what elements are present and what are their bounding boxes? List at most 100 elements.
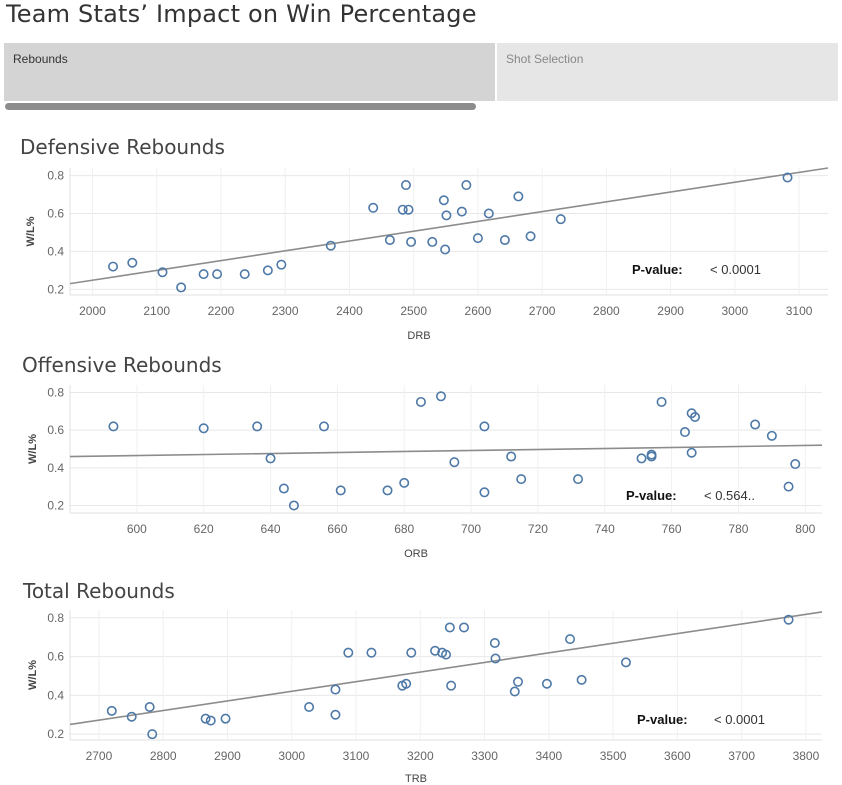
data-point (382, 485, 393, 496)
data-point (108, 261, 119, 272)
y-tick-label: 0.2 (47, 498, 64, 512)
data-point (576, 674, 587, 685)
x-tick-label: 2000 (79, 304, 106, 318)
offensive-rebounds-title: Offensive Rebounds (22, 353, 222, 377)
data-point (276, 259, 287, 270)
x-tick-label: 720 (528, 522, 548, 536)
x-tick-label: 2300 (272, 304, 299, 318)
x-tick-label: 2200 (208, 304, 235, 318)
data-point (512, 676, 523, 687)
x-tick-label: 760 (662, 522, 682, 536)
y-tick-label: 0.8 (47, 169, 64, 183)
data-point (565, 634, 576, 645)
data-point (401, 678, 412, 689)
y-tick-label: 0.4 (47, 688, 64, 702)
pvalue-value: < 0.0001 (714, 712, 765, 727)
offensive-rebounds-chart: 0.2 0.4 0.6 0.8 600 620 640 660 680 700 720 740 760 7… (27, 385, 823, 560)
data-point (686, 447, 697, 458)
data-point (656, 396, 667, 407)
data-point (440, 244, 451, 255)
data-point (438, 195, 449, 206)
x-tick-label: 780 (728, 522, 748, 536)
tab-rebounds[interactable]: Rebounds (4, 43, 495, 101)
defensive-rebounds-title: Defensive Rebounds (20, 135, 225, 159)
data-point (472, 233, 483, 244)
data-point (304, 702, 315, 713)
data-point (288, 500, 299, 511)
data-point (400, 180, 411, 191)
x-tick-label: 2400 (336, 304, 363, 318)
data-point (782, 172, 793, 183)
x-tick-label: 740 (595, 522, 615, 536)
x-tick-label: 3500 (600, 749, 627, 763)
data-point (555, 214, 566, 225)
pvalue-value: < 0.0001 (710, 262, 761, 277)
x-tick-label: 660 (327, 522, 347, 536)
x-tick-label: 3200 (407, 749, 434, 763)
data-point (330, 709, 341, 720)
data-point (790, 459, 801, 470)
y-tick-label: 0.4 (47, 461, 64, 475)
x-tick-label: 620 (194, 522, 214, 536)
pvalue-label: P-value: (626, 488, 677, 503)
data-point (646, 449, 657, 460)
data-point (198, 269, 209, 280)
x-axis-label: ORB (404, 548, 428, 560)
data-point (783, 481, 794, 492)
x-tick-label: 3800 (793, 749, 820, 763)
tab-shot-selection[interactable]: Shot Selection (497, 43, 838, 101)
data-point (458, 622, 469, 633)
x-tick-label: 2800 (150, 749, 177, 763)
tab-bar: Rebounds Shot Selection (4, 43, 838, 101)
data-point (489, 637, 500, 648)
data-point (108, 421, 119, 432)
data-point (573, 474, 584, 485)
y-tick-label: 0.6 (47, 423, 64, 437)
data-point (198, 423, 209, 434)
x-tick-label: 3000 (278, 749, 305, 763)
data-point (509, 686, 520, 697)
y-tick-label: 0.2 (47, 727, 64, 741)
data-point (415, 396, 426, 407)
x-axis-label: DRB (407, 330, 430, 342)
x-tick-label: 3400 (535, 749, 562, 763)
y-axis-label: W/L% (27, 434, 39, 464)
data-point (335, 485, 346, 496)
data-point (499, 235, 510, 246)
data-point (516, 474, 527, 485)
y-tick-label: 0.8 (47, 611, 64, 625)
data-point (513, 191, 524, 202)
y-tick-label: 0.6 (47, 206, 64, 220)
y-tick-label: 0.8 (47, 386, 64, 400)
trend-line (70, 444, 823, 458)
y-tick-label: 0.2 (47, 282, 64, 296)
data-point (490, 653, 501, 664)
data-point (265, 453, 276, 464)
data-point (205, 715, 216, 726)
total-rebounds-chart: 0.2 0.4 0.6 0.8 2700 2800 2900 3000 3100 3200 3300… (27, 610, 823, 785)
trend-line (70, 611, 823, 726)
data-point (461, 180, 472, 191)
x-tick-label: 640 (261, 522, 281, 536)
data-point (106, 705, 117, 716)
data-point (456, 206, 467, 217)
data-point (750, 419, 761, 430)
data-point (766, 430, 777, 441)
x-tick-label: 3100 (786, 304, 813, 318)
data-point (252, 421, 263, 432)
data-point (147, 729, 158, 740)
data-point (403, 204, 414, 215)
x-tick-label: 3300 (471, 749, 498, 763)
data-point (441, 210, 452, 221)
data-point (444, 622, 455, 633)
data-point (330, 684, 341, 695)
x-tick-label: 2700 (529, 304, 556, 318)
x-tick-label: 2100 (143, 304, 170, 318)
pvalue-label: P-value: (632, 262, 683, 277)
data-point (449, 457, 460, 468)
x-tick-label: 3000 (722, 304, 749, 318)
x-tick-label: 3600 (664, 749, 691, 763)
tab-scrollbar[interactable] (5, 103, 476, 110)
data-point (144, 702, 155, 713)
data-point (212, 269, 223, 280)
